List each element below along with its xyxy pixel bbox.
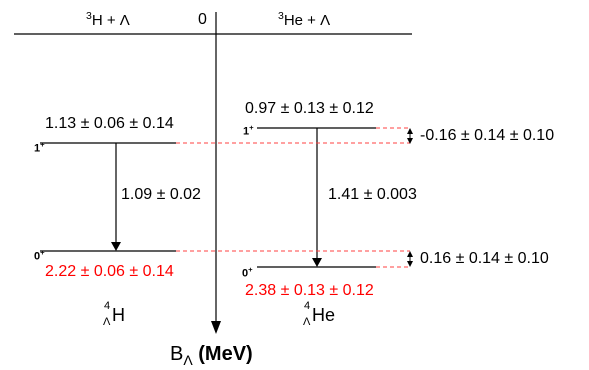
h4-transition-arrowhead (111, 242, 121, 251)
h4-0plus-spin: 0+ (34, 248, 45, 263)
he3-threshold-label: 3He + Λ (278, 10, 331, 29)
h4-transition-energy: 1.09 ± 0.02 (121, 186, 201, 203)
h4-0plus-value: 2.22 ± 0.06 ± 0.14 (45, 263, 174, 280)
he4-1plus-value: 0.97 ± 0.13 ± 0.12 (245, 100, 374, 117)
he4-0plus-value: 2.38 ± 0.13 ± 0.12 (245, 282, 374, 299)
diff-1plus-arrowhead-up (407, 128, 413, 134)
zero-label: 0 (198, 11, 207, 28)
h4-1plus-spin: 1+ (34, 140, 45, 155)
he4-0plus-spin: 0+ (242, 265, 253, 280)
diff-0plus-value: 0.16 ± 0.14 ± 0.10 (420, 250, 549, 267)
he4-transition-energy: 1.41 ± 0.003 (328, 186, 417, 203)
h3-threshold-label: 3H + Λ (86, 10, 130, 29)
he4-1plus-spin: 1+ (243, 123, 254, 138)
h4-1plus-value: 1.13 ± 0.06 ± 0.14 (45, 115, 174, 132)
diff-1plus-arrowhead-down (407, 138, 413, 144)
axis-title: BΛ (MeV) (170, 343, 253, 368)
diff-0plus-arrowhead-up (407, 251, 413, 257)
diff-0plus-arrowhead-down (407, 261, 413, 267)
diff-1plus-value: -0.16 ± 0.14 ± 0.10 (420, 127, 555, 144)
he4-transition-arrowhead (312, 258, 322, 267)
energy-axis-arrowhead (211, 321, 221, 334)
he4-nuclide-label: 4 Λ He (303, 300, 336, 328)
